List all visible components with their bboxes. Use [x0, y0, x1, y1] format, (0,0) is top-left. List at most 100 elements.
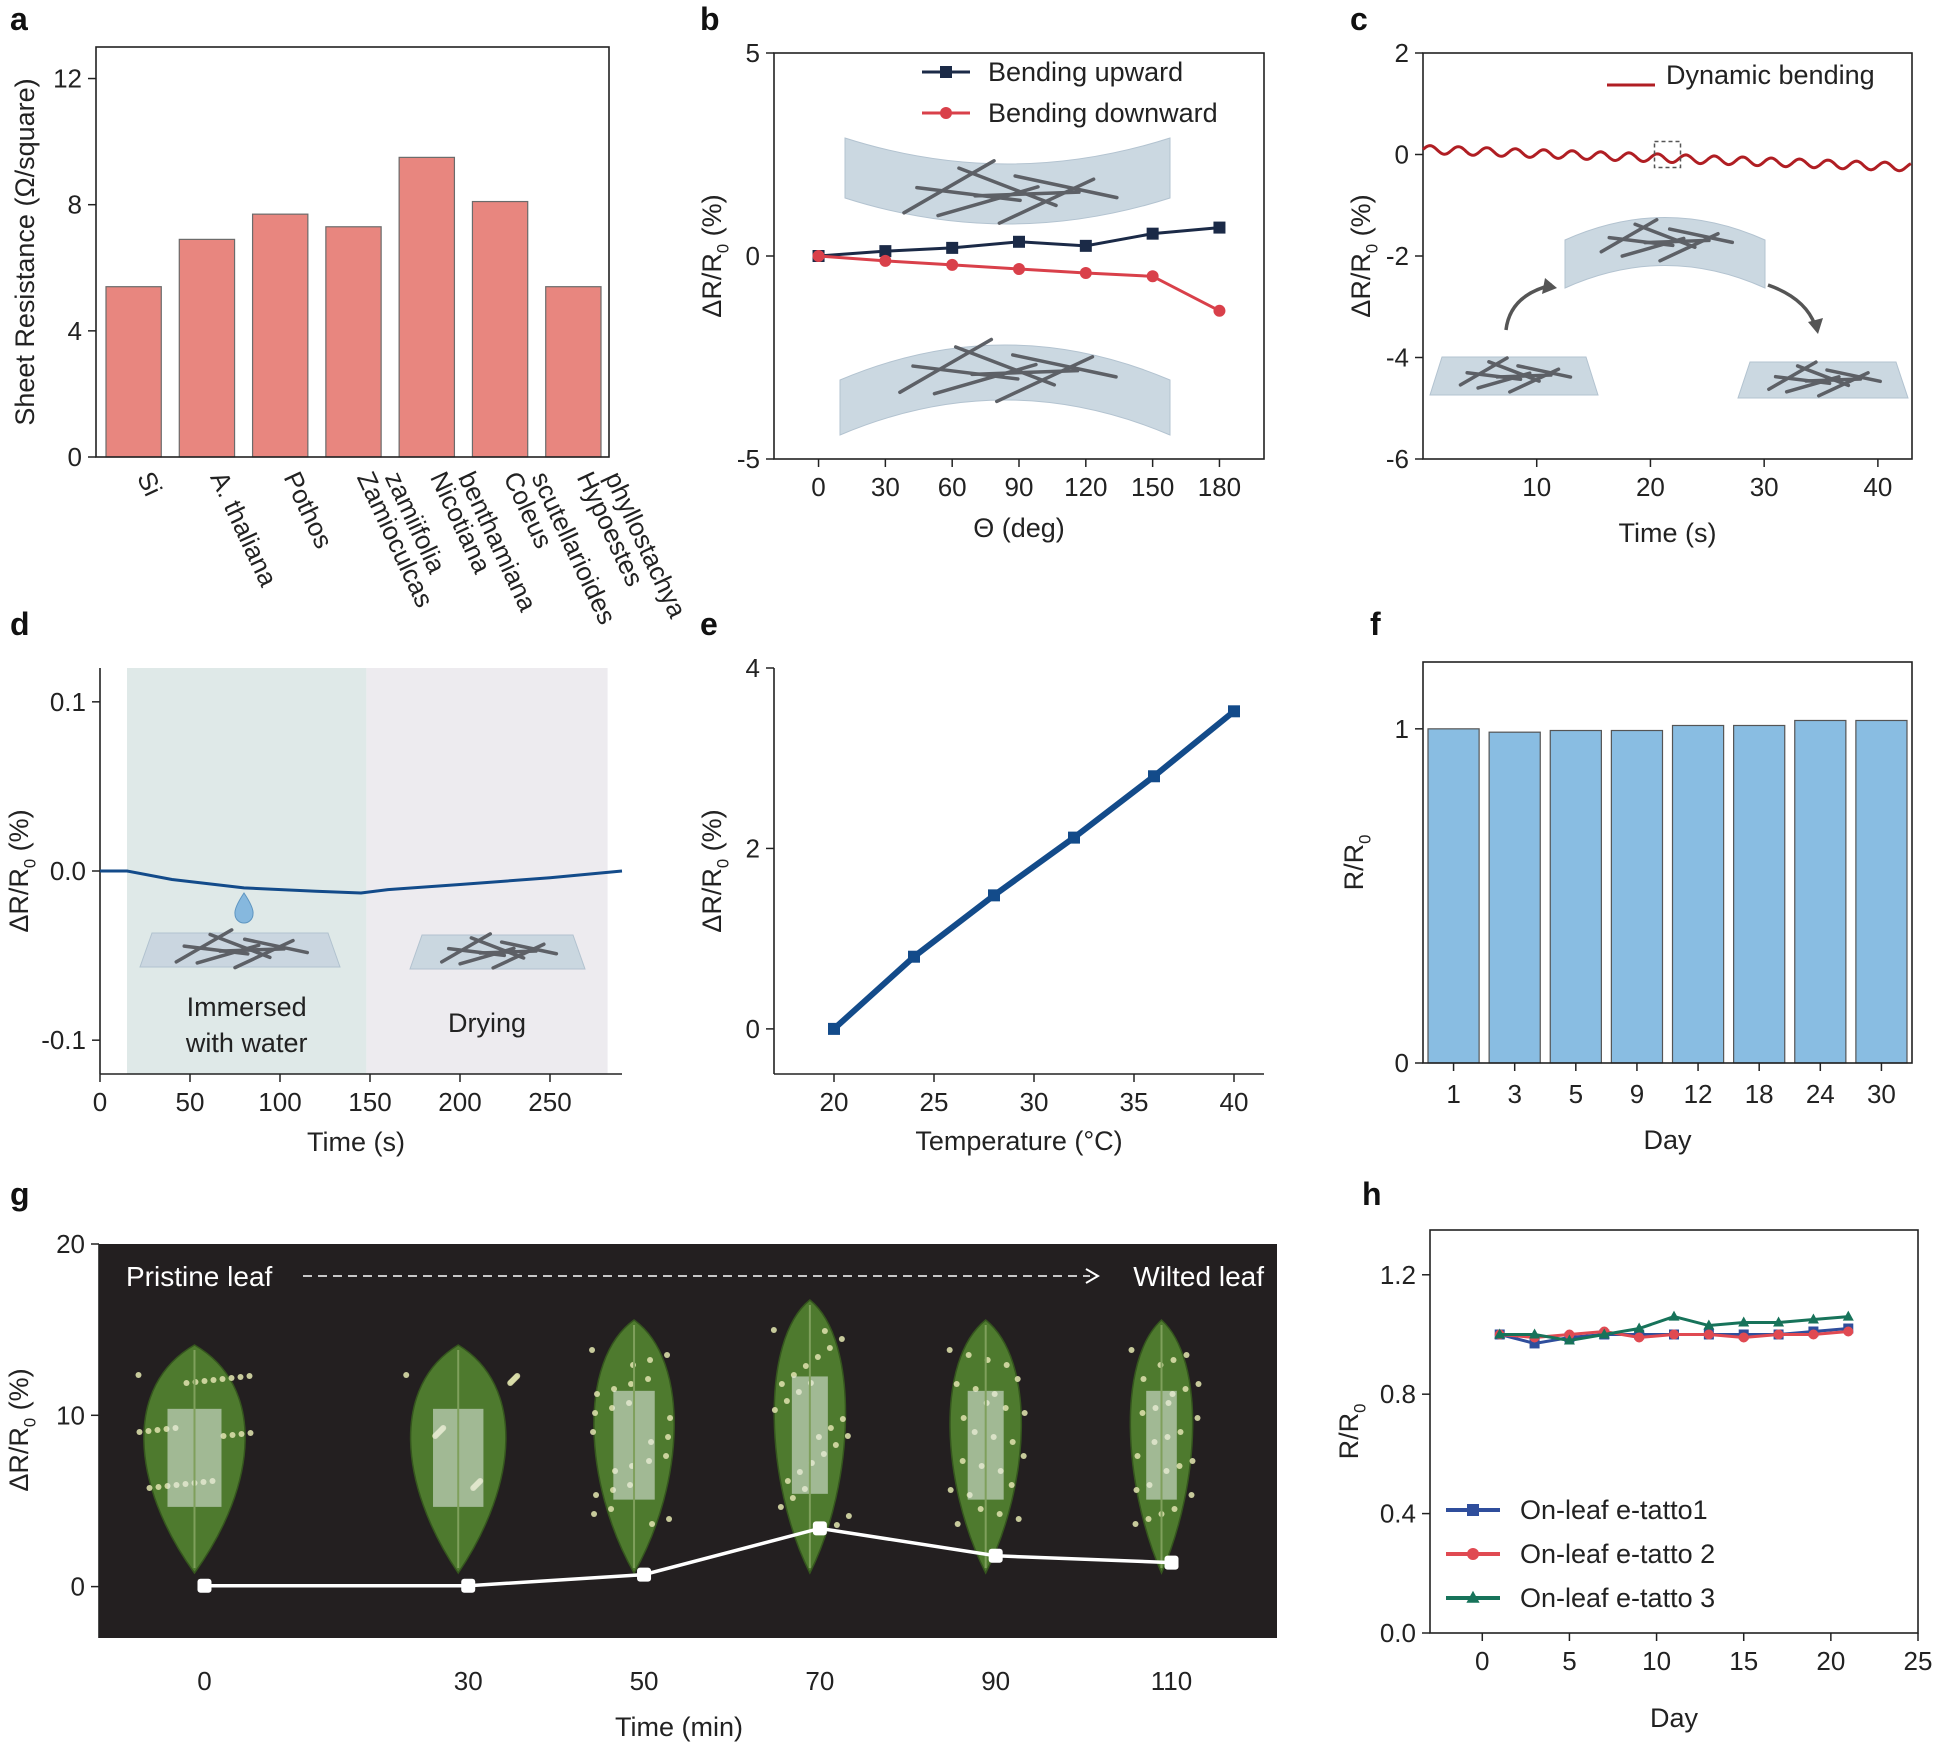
leaf-speckle	[1183, 1352, 1190, 1358]
x-tick-label: 90	[981, 1666, 1010, 1696]
nanowire	[1487, 360, 1541, 383]
film-flat-right-illustration	[1737, 360, 1909, 399]
leaf-speckle	[1014, 1376, 1021, 1382]
x-tick-label: 40	[1863, 472, 1892, 502]
nanowire	[1643, 238, 1711, 245]
leaf-speckle	[972, 1386, 979, 1392]
y-tick-label: 8	[68, 190, 82, 220]
x-tick-label: 0	[93, 1087, 107, 1117]
leaf-speckle	[664, 1352, 671, 1358]
data-point	[1669, 1329, 1679, 1340]
bar	[1610, 729, 1664, 1064]
leaf-speckle	[136, 1429, 143, 1435]
zoom-box	[1653, 140, 1682, 169]
x-tick-label: 15	[1729, 1646, 1758, 1676]
nanowire	[932, 362, 1038, 396]
y-axis-label: ΔR/R0 (%)	[697, 809, 733, 932]
x-axis-label: Θ (deg)	[973, 513, 1065, 543]
nanowire	[1516, 364, 1573, 379]
data-point	[1146, 270, 1159, 283]
data-point	[908, 950, 920, 963]
nanowire	[499, 940, 559, 956]
bar	[1671, 724, 1725, 1064]
leaf-speckle	[1189, 1458, 1196, 1464]
bar	[178, 238, 236, 458]
panel-d: Immersed with water Drying -0.1 0.0 0.1 0 50 100…	[4, 668, 623, 1157]
leaf-speckle	[1002, 1405, 1009, 1411]
bar	[1855, 719, 1908, 1064]
data-point	[1563, 1334, 1575, 1345]
y-tick-label: 5	[746, 38, 760, 68]
panel-h: 0.0 0.4 0.8 1.2 0 5 10 15 20 25 R/R0 Day On-leaf e-t…	[1334, 1229, 1933, 1733]
x-tick-label: 9	[1630, 1079, 1644, 1109]
leaf-speckle	[155, 1484, 162, 1490]
leaf-speckle	[977, 1506, 984, 1512]
data-point	[1598, 1328, 1610, 1339]
y-tick-label: 0.0	[50, 856, 86, 886]
panel-e: 0 2 4 20 25 30 35 40 ΔR/R0 (%) Temperature (°C)	[697, 653, 1264, 1156]
x-tick-label: 18	[1745, 1079, 1774, 1109]
panel-label-d: d	[10, 606, 30, 642]
x-tick-label: 10	[1522, 472, 1551, 502]
y-tick-label: 0	[1395, 140, 1409, 170]
leaf-speckle	[1194, 1415, 1201, 1421]
leaf-speckle	[1008, 1482, 1015, 1488]
region-label: with water	[185, 1028, 308, 1058]
x-tick-label: 25	[1904, 1646, 1933, 1676]
leaf-speckle	[771, 1407, 778, 1413]
bar	[325, 226, 382, 458]
leaf-speckle	[996, 1511, 1003, 1517]
x-tick-label: 30	[871, 472, 900, 502]
nanowire	[208, 932, 272, 960]
leaf-speckle	[844, 1433, 851, 1439]
x-tick-label: 50	[176, 1087, 205, 1117]
nanowire	[1633, 222, 1697, 249]
data-point	[1494, 1328, 1506, 1339]
x-tick-label: 180	[1198, 472, 1241, 502]
data-point	[1079, 267, 1092, 280]
legend-label: Bending upward	[988, 57, 1183, 87]
nanowire	[440, 932, 492, 964]
nanowire	[1667, 227, 1735, 245]
x-tick-label: 90	[1005, 472, 1034, 502]
legend-label: On-leaf e-tatto 3	[1520, 1583, 1715, 1613]
leaf-speckle	[1021, 1410, 1028, 1416]
series-line	[1422, 144, 1912, 173]
data-point	[1529, 1338, 1540, 1349]
leaf-speckle	[135, 1372, 142, 1378]
leaf-speckle	[783, 1398, 790, 1404]
y-tick-label: 1	[1395, 714, 1409, 744]
data-point	[1738, 1316, 1750, 1327]
legend-label: On-leaf e-tatto 2	[1520, 1539, 1715, 1569]
x-tick-label: 30	[1020, 1087, 1049, 1117]
arrowhead-icon	[1808, 318, 1823, 334]
data-point	[879, 254, 892, 267]
data-point	[812, 1521, 827, 1536]
y-tick-label: 0	[71, 1572, 85, 1602]
region-label: Drying	[448, 1008, 526, 1038]
y-tick-label: -2	[1386, 241, 1409, 271]
leaf-speckle	[1020, 1453, 1027, 1459]
y-tick-label: 0	[1395, 1048, 1409, 1078]
y-tick-label: -6	[1386, 444, 1409, 474]
category-label: Pothos	[278, 467, 339, 553]
y-axis-label: ΔR/R0 (%)	[697, 194, 733, 317]
bar	[398, 156, 456, 458]
data-point	[1738, 1332, 1749, 1343]
leaf-speckle	[954, 1521, 961, 1527]
y-axis-label: R/R0	[1339, 835, 1375, 891]
series-line	[100, 869, 623, 895]
x-tick-label: 100	[258, 1087, 301, 1117]
x-tick-label: 5	[1569, 1079, 1583, 1109]
leaf-speckle	[667, 1415, 674, 1421]
data-point	[1148, 770, 1160, 783]
data-point	[812, 250, 825, 262]
nanowire	[1458, 356, 1509, 387]
leaf-photo	[589, 1319, 675, 1575]
x-axis-label: Time (min)	[615, 1712, 743, 1742]
leaf-photo	[946, 1319, 1028, 1575]
data-point	[1164, 1555, 1179, 1570]
data-point	[1773, 1316, 1785, 1327]
x-tick-label: 3	[1507, 1079, 1521, 1109]
leaf-speckle	[784, 1478, 791, 1484]
